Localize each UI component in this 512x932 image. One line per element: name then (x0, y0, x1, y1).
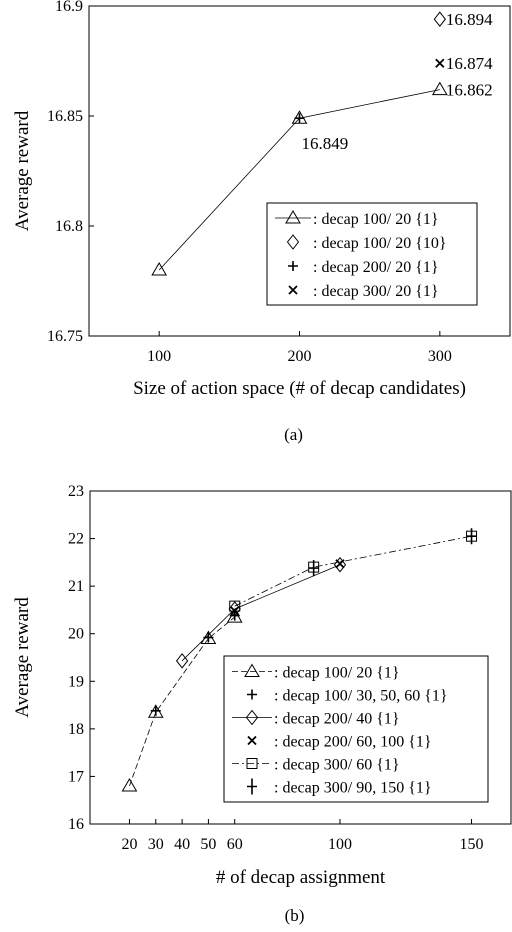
legend-marker-triangle (244, 663, 260, 677)
data-point-triangle (151, 262, 168, 276)
series-line-2 (181, 564, 341, 662)
y-tick-label: 16.9 (55, 0, 83, 15)
data-point-square (229, 600, 241, 612)
data-point-x (435, 58, 445, 68)
data-point-triangle (121, 777, 138, 792)
legend-entry: : decap 100/ 20 {10} (313, 235, 447, 252)
y-tick-label: 16.85 (47, 108, 83, 125)
y-tick-label: 16 (68, 816, 84, 833)
x-axis-label: # of decap assignment (216, 867, 386, 888)
y-tick-label: 17 (68, 768, 84, 785)
legend-marker-x (288, 285, 298, 295)
plot-frame (89, 490, 512, 825)
data-point-plus (294, 113, 305, 124)
legend-marker-diamond (286, 234, 300, 250)
data-label: 16.862 (446, 81, 493, 100)
x-tick-label: 40 (174, 836, 190, 853)
panel-label: (b) (285, 906, 305, 925)
x-tick-label: 100 (328, 836, 352, 853)
y-tick-label: 19 (68, 673, 84, 690)
legend-marker-triangle (285, 210, 301, 224)
x-axis-label: Size of action space (# of decap candida… (133, 378, 466, 399)
y-tick-label: 16.8 (55, 218, 83, 235)
data-point-diamond (175, 653, 189, 669)
legend-marker-square (246, 758, 258, 769)
data-point-triangle (431, 81, 448, 96)
panel-label: (a) (284, 425, 303, 444)
legend-entry: : decap 200/ 60, 100 {1} (274, 734, 432, 751)
x-tick-label: 300 (428, 348, 452, 365)
data-point-diamond (433, 11, 446, 28)
y-tick-label: 22 (68, 531, 84, 548)
x-tick-label: 150 (460, 836, 484, 853)
y-tick-label: 18 (68, 721, 84, 738)
legend-box (266, 202, 478, 306)
y-tick-label: 23 (68, 483, 84, 500)
legend-marker-bigplus (247, 778, 257, 795)
data-point-plus (150, 705, 161, 716)
legend-marker-x (247, 735, 257, 746)
data-point-bigplus (308, 560, 319, 577)
legend-entry: : decap 100/ 20 {1} (313, 211, 439, 228)
chart-panel-b: 20 30 40 50 60 100 150 16 17 18 19 20 21 22 23 # of dec… (12, 483, 512, 925)
legend-box (223, 655, 489, 803)
legend-entry: : decap 300/ 20 {1} (313, 283, 439, 300)
x-tick-label: 50 (200, 836, 216, 853)
legend-entry: : decap 300/ 60 {1} (274, 757, 400, 774)
legend-entry: : decap 100/ 30, 50, 60 {1} (274, 688, 448, 705)
series-line-4 (234, 535, 472, 607)
data-point-diamond (333, 556, 347, 573)
legend-marker-plus (247, 689, 257, 700)
data-label: 16.874 (446, 54, 493, 73)
chart-panel-a: 100 200 300 16.75 16.8 16.85 16.9 Size of actio… (12, 0, 511, 444)
x-tick-label: 60 (227, 836, 243, 853)
data-label: 16.849 (302, 134, 349, 153)
legend-entry: : decap 200/ 40 {1} (274, 711, 400, 728)
data-point-plus (203, 632, 214, 643)
data-label: 16.894 (446, 10, 493, 29)
series-line-0 (129, 616, 235, 787)
y-tick-label: 16.75 (47, 328, 83, 345)
x-tick-label: 20 (121, 836, 137, 853)
x-tick-label: 100 (147, 348, 171, 365)
y-tick-label: 21 (68, 578, 84, 595)
data-point-x (335, 559, 345, 569)
y-axis-label: Average reward (12, 110, 33, 231)
legend-marker-diamond (245, 709, 259, 726)
legend-entry: : decap 300/ 90, 150 {1} (274, 780, 432, 797)
y-tick-label: 20 (68, 626, 84, 643)
x-tick-label: 200 (288, 348, 312, 365)
legend-marker-plus (288, 261, 298, 271)
y-axis-label: Average reward (12, 597, 33, 718)
data-point-bigplus (466, 528, 477, 545)
legend-entry: : decap 100/ 20 {1} (274, 665, 400, 682)
x-tick-label: 30 (148, 836, 164, 853)
legend-entry: : decap 200/ 20 {1} (313, 259, 439, 276)
